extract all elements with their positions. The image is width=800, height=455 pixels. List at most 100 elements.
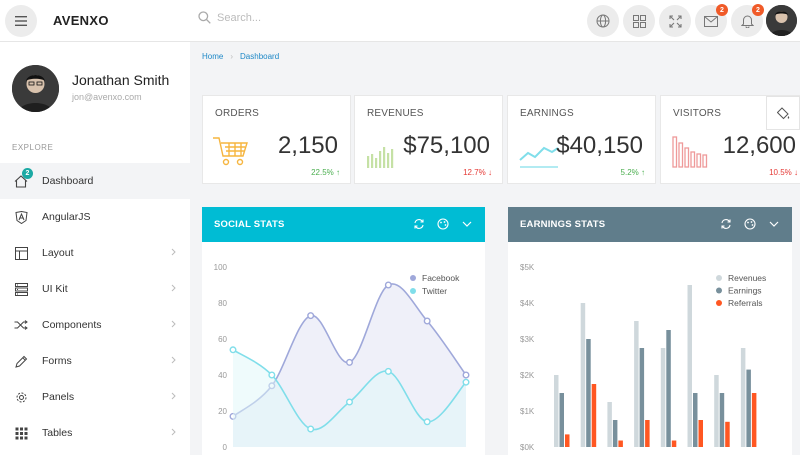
search-icon bbox=[198, 11, 211, 24]
sidebar-item-forms[interactable]: Forms bbox=[0, 343, 190, 379]
chevron-right-icon bbox=[171, 356, 176, 364]
data-point bbox=[307, 312, 315, 320]
top-header: AVENXO 2 2 bbox=[0, 0, 800, 42]
y-tick-label: 40 bbox=[218, 371, 227, 380]
globe-button[interactable] bbox=[587, 5, 619, 37]
data-point bbox=[345, 358, 353, 366]
y-tick-label: 60 bbox=[218, 335, 227, 344]
bell-icon bbox=[740, 15, 754, 28]
sidebar: Jonathan Smith jon@avenxo.com EXPLORE 2 … bbox=[0, 42, 190, 455]
stat-change: 5.2% ↑ bbox=[621, 168, 645, 177]
breadcrumb-separator-icon: › bbox=[230, 52, 234, 61]
sidebar-item-angularjs[interactable]: AngularJS bbox=[0, 199, 190, 235]
trend-down-icon: ↓ bbox=[794, 168, 798, 177]
bar bbox=[666, 330, 671, 447]
notifications-count-badge: 2 bbox=[752, 4, 764, 16]
breadcrumb-home-link[interactable]: Home bbox=[202, 52, 224, 61]
menu-toggle-button[interactable] bbox=[5, 5, 37, 37]
bar bbox=[693, 393, 698, 447]
ui-kit-icon bbox=[14, 282, 28, 296]
stat-card-orders[interactable]: ORDERS 2,150 22.5% ↑ bbox=[202, 95, 351, 184]
bar-chart-icon bbox=[367, 147, 394, 168]
chevron-right-icon bbox=[171, 320, 176, 328]
bar bbox=[660, 348, 666, 447]
bar bbox=[725, 421, 730, 447]
sidebar-item-components[interactable]: Components bbox=[0, 307, 190, 343]
profile-name[interactable]: Jonathan Smith bbox=[72, 72, 170, 88]
sidebar-item-label: Forms bbox=[42, 355, 72, 367]
bar bbox=[607, 402, 612, 447]
y-tick-label: $3K bbox=[520, 335, 535, 344]
breadcrumb-current[interactable]: Dashboard bbox=[240, 52, 280, 61]
shuffle-icon bbox=[14, 320, 28, 330]
search-box bbox=[198, 11, 367, 24]
chevron-right-icon bbox=[171, 248, 176, 256]
stat-value: 12,600 bbox=[722, 132, 796, 159]
bar bbox=[639, 348, 645, 447]
y-tick-label: $4K bbox=[520, 299, 535, 308]
chevron-right-icon bbox=[171, 284, 176, 292]
avatar-image bbox=[766, 5, 797, 36]
bar bbox=[618, 440, 623, 447]
stat-value: 2,150 bbox=[277, 132, 338, 159]
palette-icon[interactable] bbox=[437, 218, 449, 230]
refresh-icon[interactable] bbox=[413, 218, 425, 230]
brand-logo[interactable]: AVENXO bbox=[53, 13, 109, 28]
social-stats-chart: 0 20 40 60 80 100 Facebook Twitter bbox=[214, 263, 470, 452]
y-tick-label: $5K bbox=[520, 263, 535, 272]
sidebar-item-label: UI Kit bbox=[42, 283, 68, 295]
legend-label: Referrals bbox=[728, 298, 762, 308]
profile-email: jon@avenxo.com bbox=[72, 92, 142, 102]
chevron-down-icon[interactable] bbox=[768, 218, 780, 230]
bar-chart-icon bbox=[672, 136, 708, 168]
sidebar-item-tables[interactable]: Tables bbox=[0, 415, 190, 451]
line-chart-icon bbox=[519, 146, 559, 168]
stat-card-earnings[interactable]: EARNINGS $40,150 5.2% ↑ bbox=[507, 95, 656, 184]
y-tick-label: 0 bbox=[223, 443, 228, 452]
legend-swatch bbox=[716, 275, 722, 281]
avatar-image bbox=[12, 65, 59, 112]
y-tick-label: 100 bbox=[214, 263, 228, 272]
legend-label: Twitter bbox=[422, 286, 447, 296]
bar bbox=[565, 434, 570, 447]
panel-tools bbox=[720, 218, 780, 230]
legend-swatch bbox=[716, 287, 722, 294]
sidebar-item-dashboard[interactable]: 2 Dashboard bbox=[0, 163, 190, 199]
layout-icon bbox=[14, 246, 28, 260]
sidebar-item-panels[interactable]: Panels bbox=[0, 379, 190, 415]
social-stats-panel: SOCIAL STATS 0 20 40 60 80 100 Facebook Twitter bbox=[202, 207, 485, 455]
series-area bbox=[233, 349, 466, 447]
bar bbox=[612, 420, 618, 447]
data-point bbox=[229, 346, 237, 354]
theme-settings-button[interactable] bbox=[766, 96, 800, 130]
data-point bbox=[462, 371, 470, 379]
legend-label: Revenues bbox=[728, 273, 766, 283]
stat-change-value: 22.5% bbox=[311, 168, 334, 177]
bar bbox=[559, 393, 564, 447]
profile-avatar[interactable] bbox=[12, 65, 59, 112]
stat-card-revenues[interactable]: REVENUES $75,100 12.7% ↓ bbox=[354, 95, 503, 184]
refresh-icon[interactable] bbox=[720, 218, 732, 230]
messages-button[interactable]: 2 bbox=[695, 4, 728, 37]
y-tick-label: $2K bbox=[520, 371, 535, 380]
panel-title: SOCIAL STATS bbox=[214, 219, 285, 230]
sidebar-item-layout[interactable]: Layout bbox=[0, 235, 190, 271]
user-avatar-button[interactable] bbox=[766, 5, 797, 36]
table-icon bbox=[15, 427, 27, 439]
notifications-button[interactable]: 2 bbox=[731, 4, 764, 37]
palette-icon[interactable] bbox=[744, 218, 756, 230]
apps-button[interactable] bbox=[623, 5, 655, 37]
bar bbox=[751, 393, 757, 447]
sidebar-item-label: Tables bbox=[42, 427, 73, 439]
chevron-right-icon bbox=[171, 392, 176, 400]
search-input[interactable] bbox=[217, 11, 367, 24]
sidebar-item-ui-kit[interactable]: UI Kit bbox=[0, 271, 190, 307]
gear-icon bbox=[16, 392, 26, 402]
legend-label: Facebook bbox=[422, 273, 460, 283]
bar bbox=[687, 285, 692, 447]
y-tick-label: $0K bbox=[520, 443, 535, 452]
sidebar-item-label: Dashboard bbox=[42, 175, 94, 187]
chevron-down-icon[interactable] bbox=[461, 218, 473, 230]
fullscreen-button[interactable] bbox=[659, 5, 691, 37]
bar bbox=[671, 440, 677, 447]
